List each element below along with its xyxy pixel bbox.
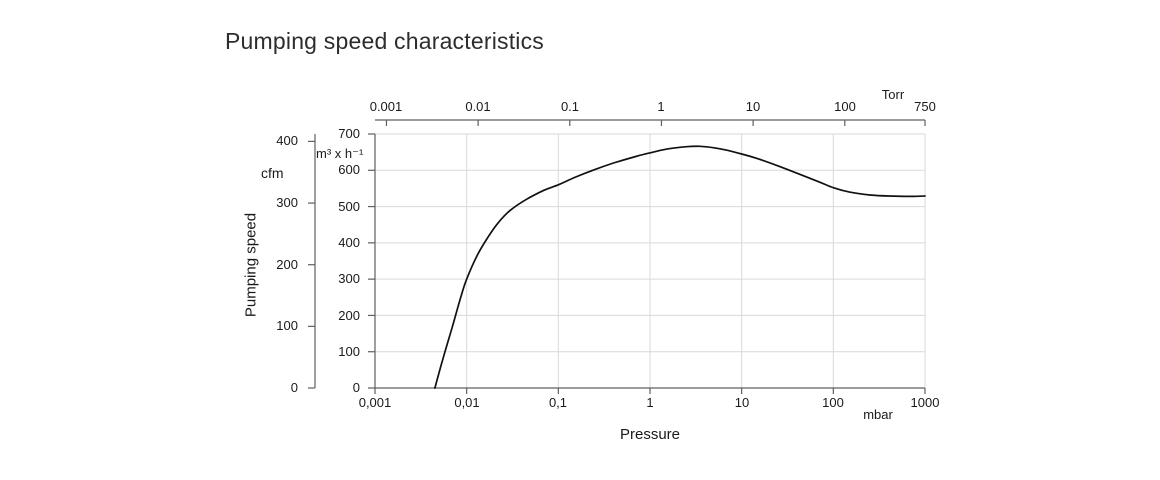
top-axis-tick: 0.01 [465,99,491,114]
outer-y-tick: 0 [290,380,298,395]
bottom-axis-tick: 0,001 [358,395,392,410]
inner-y-tick: 300 [338,271,360,286]
inner-y-tick: 100 [338,344,360,359]
top-axis-tick: 750 [914,99,936,114]
inner-y-tick: 600 [338,162,360,177]
top-axis-unit: Torr [881,87,905,102]
bottom-axis-tick: 10 [734,395,750,410]
inner-y-axis-unit: m³ x h⁻¹ [316,146,364,161]
inner-y-tick: 400 [338,235,360,250]
top-axis-tick: 0.001 [369,99,403,114]
pumping-speed-curve [434,145,926,389]
outer-y-tick: 300 [276,195,298,210]
bottom-axis-unit: mbar [863,407,893,422]
inner-y-tick: 200 [338,308,360,323]
top-axis-tick: 0.1 [560,99,580,114]
bottom-axis-tick: 0,01 [454,395,480,410]
inner-y-tick: 700 [338,126,360,141]
top-axis-tick: 10 [745,99,761,114]
bottom-axis-tick: 1000 [910,395,940,410]
outer-y-tick: 100 [276,318,298,333]
chart-title: Pumping speed characteristics [225,28,545,54]
bottom-axis-tick: 100 [822,395,844,410]
x-axis-title: Pressure [619,426,681,443]
bottom-axis-tick: 1 [646,395,654,410]
outer-y-tick: 200 [276,257,298,272]
inner-y-tick: 500 [338,199,360,214]
inner-y-tick: 0 [352,380,360,395]
outer-y-tick: 400 [276,133,298,148]
top-axis-tick: 1 [657,99,665,114]
top-axis-tick: 100 [834,99,856,114]
bottom-axis-tick: 0,1 [548,395,568,410]
y-axis-title: Pumping speed [242,212,260,318]
outer-y-axis-unit: cfm [261,165,284,181]
